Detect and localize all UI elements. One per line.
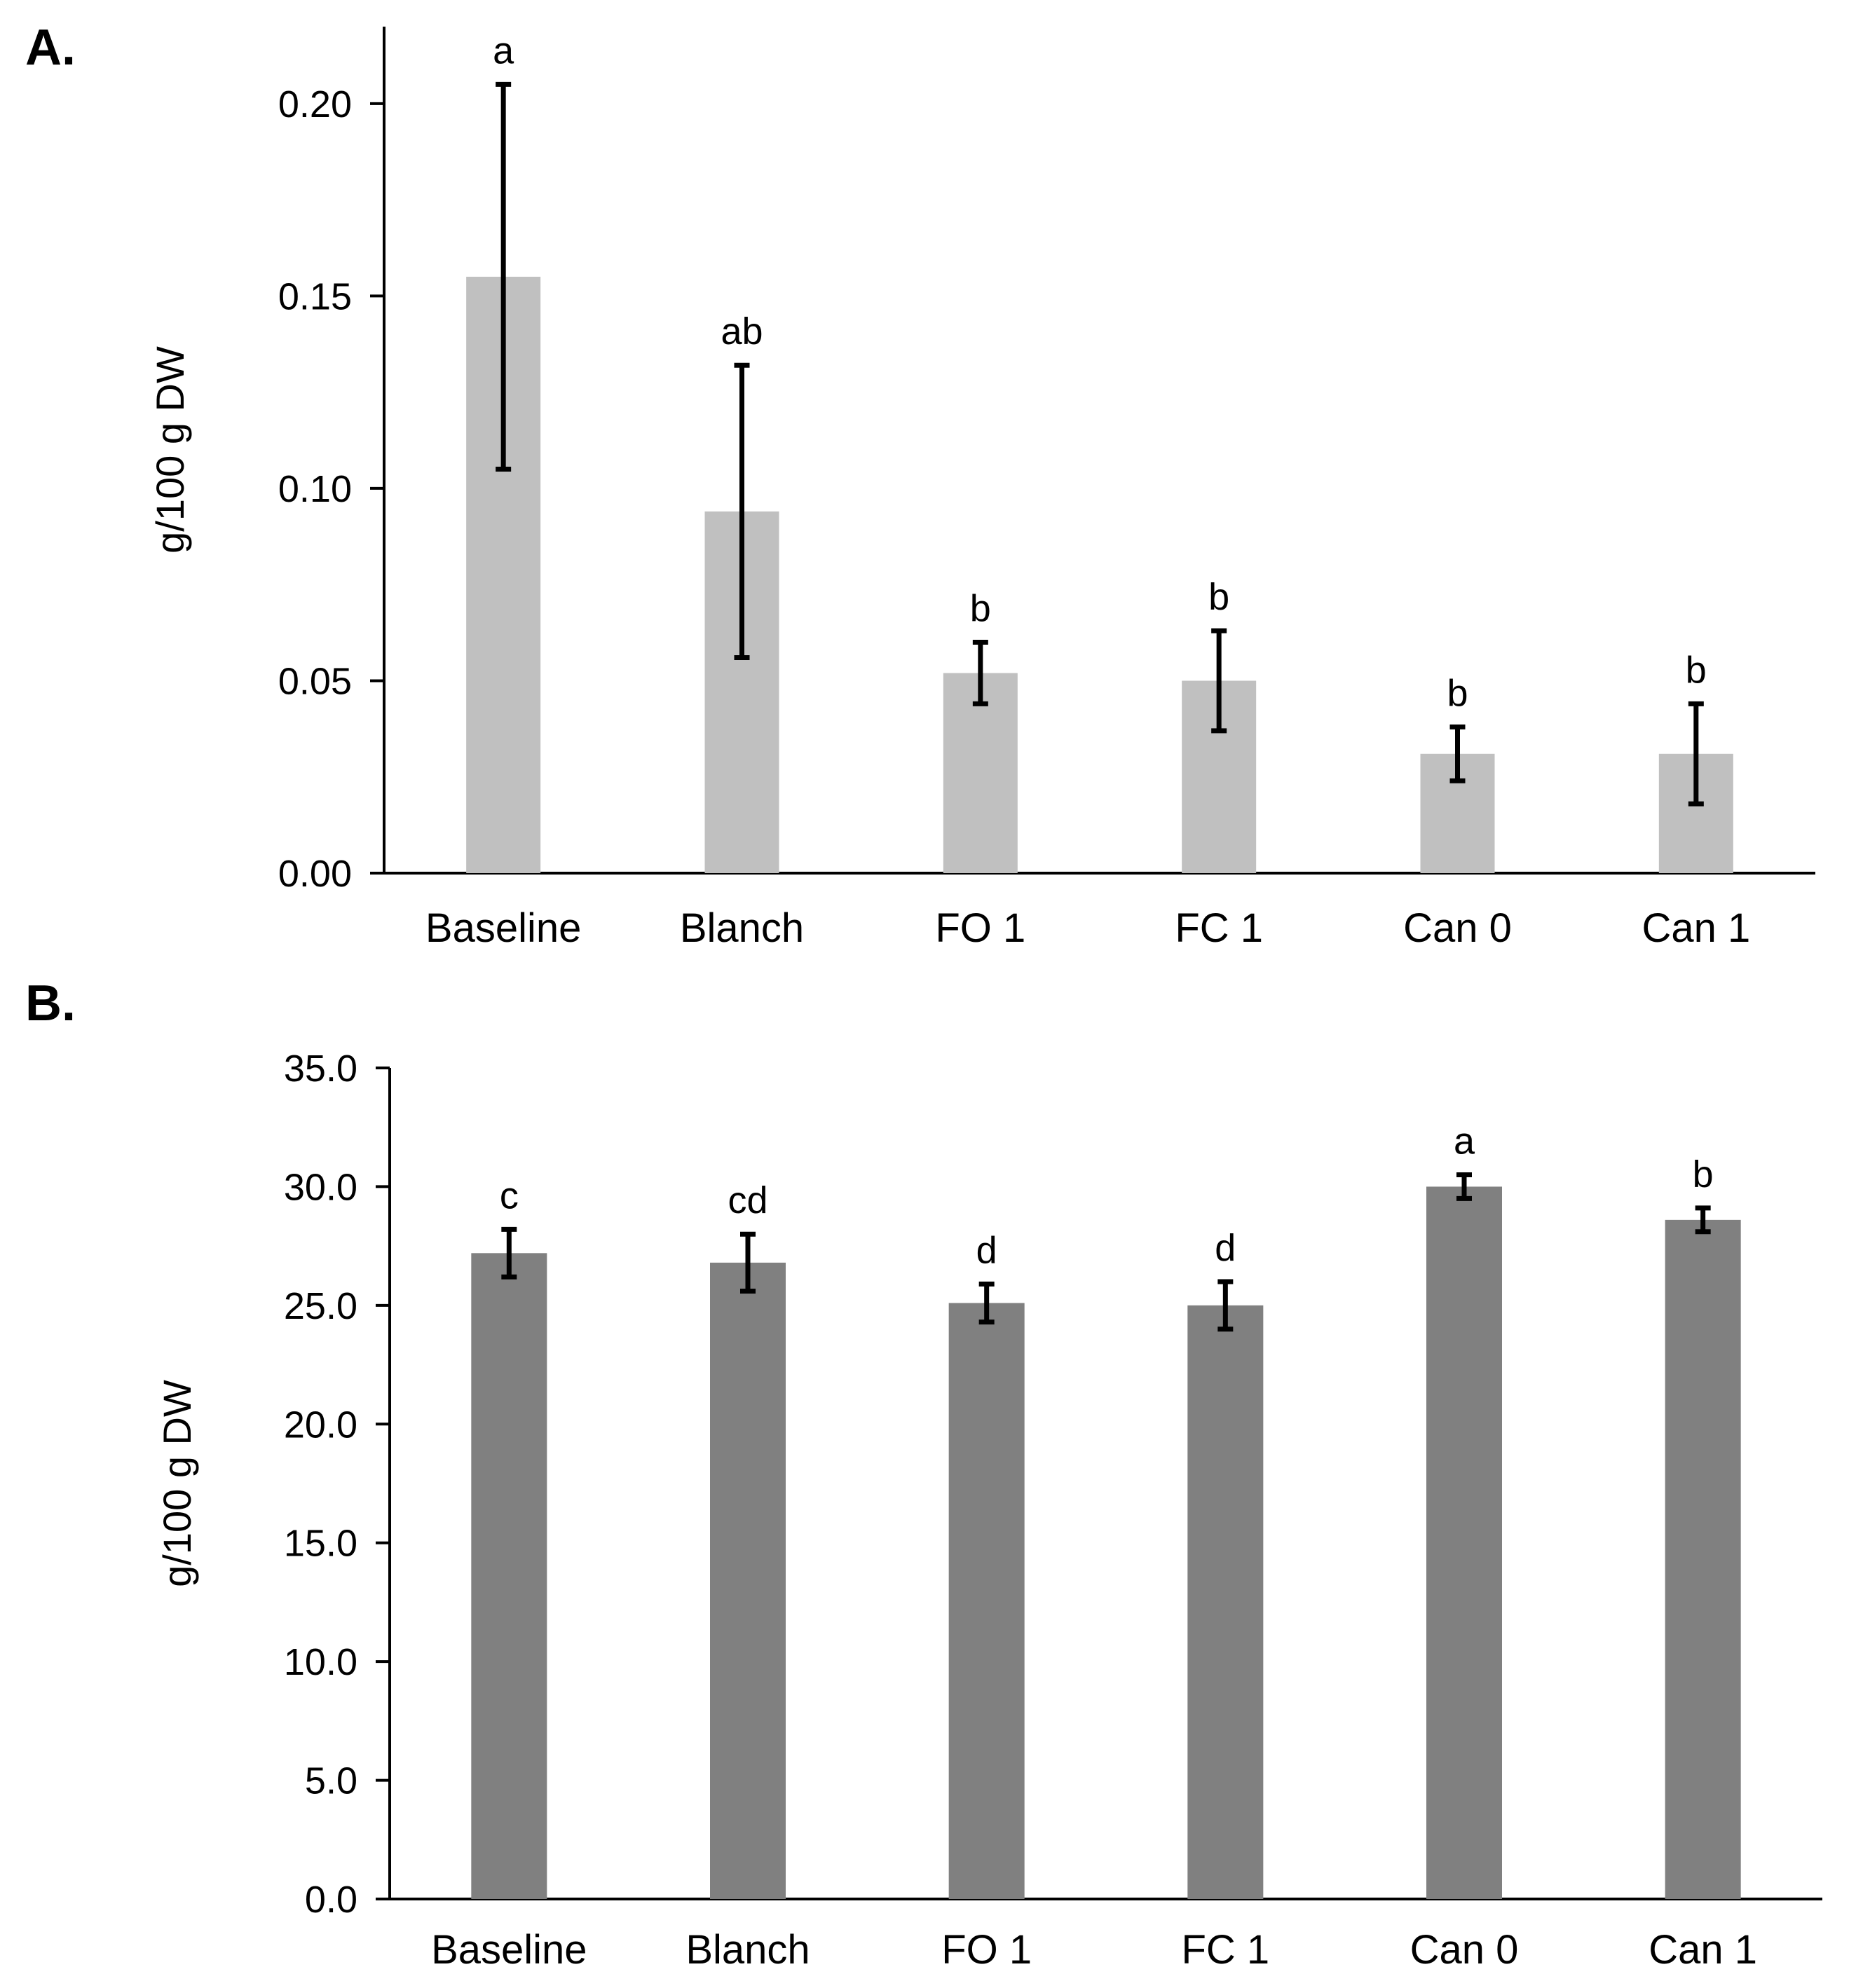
panel-b-category-label: FC 1 [1181, 1927, 1269, 1973]
panel-a-category-label: FO 1 [935, 905, 1025, 951]
panel-b-chart: B. 0.0 5.0 10.0 15.0 20.0 25.0 30.0 35.0 g/100 g… [25, 975, 1822, 1973]
panel-b-y-tick-label: 25.0 [284, 1285, 357, 1327]
panel-a-chart: A. 0.00 0.05 0.10 0.15 0.20 g/100 g DW a Baseli… [25, 20, 1815, 951]
panel-a-label: A. [25, 20, 76, 76]
panel-b-category-label: Blanch [685, 1927, 810, 1973]
panel-b-category-label: Can 0 [1410, 1927, 1519, 1973]
panel-b-y-axis-title: g/100 g DW [155, 1380, 199, 1587]
panel-a-category-label: Blanch [680, 905, 804, 951]
panel-a-category-label: Baseline [425, 905, 581, 951]
panel-b-category-label: Baseline [431, 1927, 587, 1973]
panel-b-significance-label: cd [728, 1179, 767, 1221]
panel-b-y-tick-label: 0.0 [305, 1879, 357, 1921]
panel-b-y-tick-label: 35.0 [284, 1048, 357, 1090]
panel-b-significance-label: a [1454, 1120, 1475, 1162]
panel-a-y-tick-label: 0.10 [278, 468, 352, 510]
panel-b-y-tick-label: 10.0 [284, 1641, 357, 1683]
panel-b-bar [471, 1253, 547, 1899]
panel-b-significance-label: d [1215, 1227, 1236, 1269]
panel-a-significance-label: b [1208, 576, 1229, 618]
panel-a-y-axis-title: g/100 g DW [148, 346, 192, 554]
panel-b-category-label: Can 1 [1649, 1927, 1757, 1973]
panel-a-significance-label: a [493, 29, 514, 71]
panel-b-category-label: FO 1 [941, 1927, 1032, 1973]
panel-b-bar [1665, 1219, 1741, 1899]
panel-a-category-label: Can 1 [1642, 905, 1750, 951]
panel-b-y-tick-label: 20.0 [284, 1404, 357, 1446]
panel-b-bar [1426, 1186, 1502, 1899]
panel-a-bar [943, 673, 1018, 873]
panel-b-bar [710, 1262, 786, 1899]
panel-a-y-tick-label: 0.20 [278, 83, 352, 125]
panel-b-bar [1187, 1305, 1264, 1899]
panel-b-y-tick-label: 5.0 [305, 1760, 357, 1802]
panel-a-y-tick-label: 0.15 [278, 275, 352, 317]
panel-b-bar [948, 1303, 1025, 1899]
panel-a-significance-label: b [1686, 649, 1707, 691]
panel-a-significance-label: ab [721, 310, 763, 352]
panel-a-category-label: FC 1 [1175, 905, 1263, 951]
panel-b-significance-label: c [500, 1174, 519, 1216]
panel-a-category-label: Can 0 [1403, 905, 1512, 951]
panel-b-y-tick-label: 15.0 [284, 1523, 357, 1565]
panel-a-y-tick-label: 0.05 [278, 660, 352, 702]
panel-b-label: B. [25, 975, 76, 1031]
panel-b-significance-label: d [976, 1229, 997, 1271]
panel-a-significance-label: b [970, 588, 991, 630]
panel-b-y-tick-label: 30.0 [284, 1166, 357, 1208]
panel-a-y-tick-label: 0.00 [278, 853, 352, 895]
panel-a-significance-label: b [1447, 672, 1468, 714]
panel-b-significance-label: b [1693, 1153, 1714, 1195]
